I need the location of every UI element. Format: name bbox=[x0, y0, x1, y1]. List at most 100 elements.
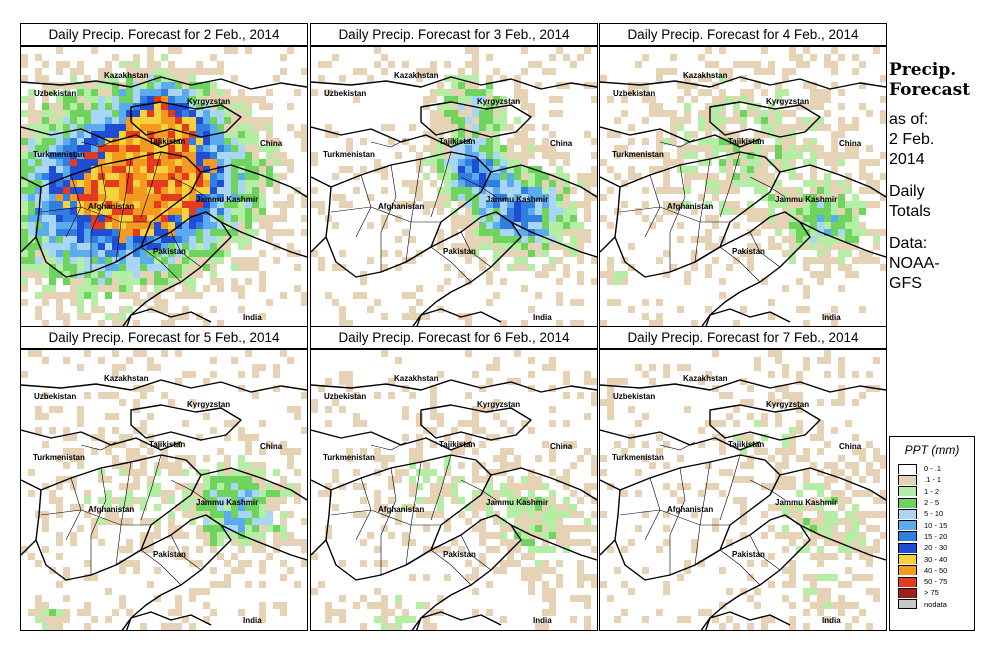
place-label-jammu-kashmir: Jammu Kashmir bbox=[775, 195, 838, 204]
place-label-china: China bbox=[550, 442, 573, 451]
place-label-kazakhstan: Kazakhstan bbox=[683, 374, 728, 383]
place-label-kazakhstan: Kazakhstan bbox=[104, 71, 149, 80]
place-label-india: India bbox=[822, 313, 841, 322]
place-label-pakistan: Pakistan bbox=[443, 550, 476, 559]
legend-item: 30 - 40 bbox=[890, 553, 974, 565]
legend-swatch bbox=[898, 565, 917, 576]
precip-grid bbox=[21, 350, 307, 630]
source-line1: Data: bbox=[889, 235, 928, 252]
legend-swatch bbox=[898, 599, 917, 610]
place-label-uzbekistan: Uzbekistan bbox=[613, 89, 656, 98]
place-label-india: India bbox=[243, 313, 262, 322]
place-label-kyrgyzstan: Kyrgyzstan bbox=[477, 400, 521, 409]
place-label-uzbekistan: Uzbekistan bbox=[34, 89, 77, 98]
place-label-afghanistan: Afghanistan bbox=[88, 202, 135, 211]
sidebar-info: Precip. Forecast as of: 2 Feb. 2014 Dail… bbox=[889, 60, 981, 294]
forecast-panel: Daily Precip. Forecast for 7 Feb., 2014 K… bbox=[599, 326, 887, 631]
legend-label: 0 - .1 bbox=[924, 464, 942, 474]
place-label-kyrgyzstan: Kyrgyzstan bbox=[187, 400, 231, 409]
legend-swatch bbox=[898, 554, 917, 565]
legend-swatch bbox=[898, 474, 917, 485]
place-label-india: India bbox=[533, 616, 552, 625]
place-label-turkmenistan: Turkmenistan bbox=[33, 150, 85, 159]
map-borders bbox=[600, 379, 886, 630]
forecast-panel: Daily Precip. Forecast for 5 Feb., 2014 K… bbox=[20, 326, 308, 631]
legend-label: 40 - 50 bbox=[924, 565, 948, 575]
place-label-afghanistan: Afghanistan bbox=[667, 202, 714, 211]
legend-item: 10 - 15 bbox=[890, 519, 974, 531]
legend-title: PPT (mm) bbox=[904, 443, 960, 457]
legend-swatch bbox=[898, 587, 917, 598]
forecast-panel: Daily Precip. Forecast for 3 Feb., 2014 K… bbox=[310, 23, 598, 328]
map-borders bbox=[311, 379, 597, 630]
place-label-afghanistan: Afghanistan bbox=[667, 505, 714, 514]
map-borders bbox=[600, 76, 886, 327]
place-label-kyrgyzstan: Kyrgyzstan bbox=[477, 97, 521, 106]
panel-title: Daily Precip. Forecast for 4 Feb., 2014 bbox=[599, 23, 887, 46]
place-label-tajikistan: Tajikistan bbox=[149, 137, 186, 146]
forecast-map: Kazakhstan Uzbekistan Kyrgyzstan Tajikistan… bbox=[310, 46, 598, 328]
legend-label: nodata bbox=[924, 599, 947, 609]
place-label-jammu-kashmir: Jammu Kashmir bbox=[196, 498, 259, 507]
legend-label: 1 - 2 bbox=[924, 486, 940, 496]
place-label-turkmenistan: Turkmenistan bbox=[612, 453, 664, 462]
place-label-china: China bbox=[839, 442, 862, 451]
place-label-turkmenistan: Turkmenistan bbox=[323, 150, 375, 159]
precip-grid bbox=[600, 350, 886, 630]
source-line2: NOAA- bbox=[889, 255, 940, 272]
place-label-uzbekistan: Uzbekistan bbox=[324, 392, 367, 401]
place-label-jammu-kashmir: Jammu Kashmir bbox=[486, 195, 549, 204]
legend-item: nodata bbox=[890, 599, 974, 610]
forecast-panel: Daily Precip. Forecast for 2 Feb., 2014 K… bbox=[20, 23, 308, 328]
legend-item: .1 - 1 bbox=[890, 474, 974, 485]
place-label-pakistan: Pakistan bbox=[153, 247, 186, 256]
place-label-tajikistan: Tajikistan bbox=[439, 440, 476, 449]
forecast-map: Kazakhstan Uzbekistan Kyrgyzstan Tajikistan… bbox=[20, 349, 308, 631]
legend-label: > 75 bbox=[924, 588, 939, 598]
place-label-pakistan: Pakistan bbox=[443, 247, 476, 256]
legend-item: 20 - 30 bbox=[890, 542, 974, 553]
place-label-uzbekistan: Uzbekistan bbox=[34, 392, 77, 401]
place-label-jammu-kashmir: Jammu Kashmir bbox=[775, 498, 838, 507]
place-label-pakistan: Pakistan bbox=[153, 550, 186, 559]
legend-label: 15 - 20 bbox=[924, 531, 948, 541]
place-label-uzbekistan: Uzbekistan bbox=[324, 89, 367, 98]
legend-swatch bbox=[898, 508, 917, 519]
legend-swatch bbox=[898, 576, 917, 587]
sidebar-title-line2: Forecast bbox=[889, 80, 971, 100]
place-label-china: China bbox=[839, 139, 862, 148]
panel-title: Daily Precip. Forecast for 5 Feb., 2014 bbox=[20, 326, 308, 349]
legend-swatch bbox=[898, 542, 917, 553]
place-label-pakistan: Pakistan bbox=[732, 247, 765, 256]
legend-item: 5 - 10 bbox=[890, 508, 974, 519]
place-label-kyrgyzstan: Kyrgyzstan bbox=[187, 97, 231, 106]
place-label-turkmenistan: Turkmenistan bbox=[33, 453, 85, 462]
precip-grid bbox=[600, 47, 886, 327]
forecast-panel: Daily Precip. Forecast for 6 Feb., 2014 K… bbox=[310, 326, 598, 631]
legend-label: 5 - 10 bbox=[924, 509, 944, 519]
precip-grid bbox=[21, 47, 307, 327]
legend-swatch bbox=[898, 531, 917, 542]
legend-item: > 75 bbox=[890, 587, 974, 598]
place-label-jammu-kashmir: Jammu Kashmir bbox=[486, 498, 549, 507]
legend-label: 2 - 5 bbox=[924, 498, 940, 508]
forecast-map: Kazakhstan Uzbekistan Kyrgyzstan Tajikistan… bbox=[599, 349, 887, 631]
legend-swatch bbox=[898, 497, 917, 508]
place-label-afghanistan: Afghanistan bbox=[378, 202, 425, 211]
place-label-india: India bbox=[243, 616, 262, 625]
totals-line1: Daily bbox=[889, 183, 925, 200]
forecast-panel: Daily Precip. Forecast for 4 Feb., 2014 K… bbox=[599, 23, 887, 328]
place-label-kazakhstan: Kazakhstan bbox=[394, 374, 439, 383]
map-borders bbox=[21, 76, 307, 327]
as-of-year: 2014 bbox=[889, 151, 925, 168]
place-label-tajikistan: Tajikistan bbox=[728, 137, 765, 146]
legend-label: 50 - 75 bbox=[924, 577, 948, 587]
place-label-tajikistan: Tajikistan bbox=[728, 440, 765, 449]
place-label-kazakhstan: Kazakhstan bbox=[683, 71, 728, 80]
legend-swatch bbox=[898, 463, 917, 474]
place-label-afghanistan: Afghanistan bbox=[378, 505, 425, 514]
precip-grid bbox=[311, 350, 597, 630]
panel-title: Daily Precip. Forecast for 7 Feb., 2014 bbox=[599, 326, 887, 349]
panel-title: Daily Precip. Forecast for 6 Feb., 2014 bbox=[310, 326, 598, 349]
